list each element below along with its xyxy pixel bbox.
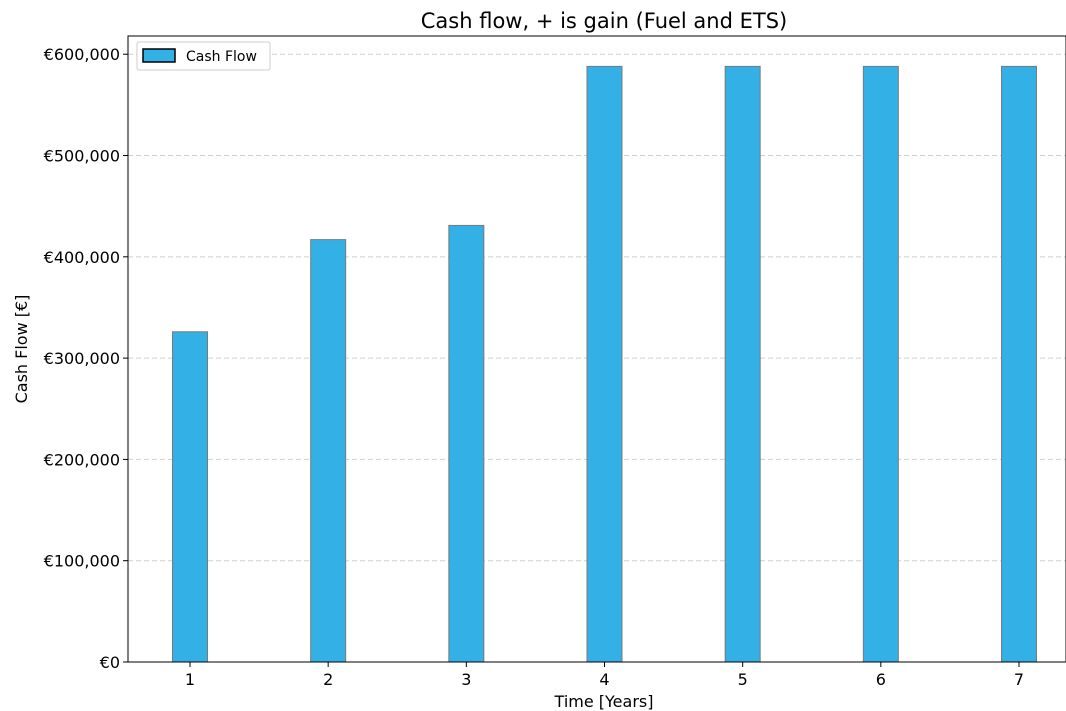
y-tick-label: €0 xyxy=(100,653,120,672)
x-tick-label: 4 xyxy=(599,670,609,689)
x-tick-label: 3 xyxy=(461,670,471,689)
y-tick-label: €200,000 xyxy=(44,450,120,469)
y-tick-label: €600,000 xyxy=(44,45,120,64)
x-tick-label: 7 xyxy=(1014,670,1024,689)
x-tick-label: 2 xyxy=(323,670,333,689)
legend-label: Cash Flow xyxy=(186,49,257,65)
y-tick-label: €400,000 xyxy=(44,248,120,267)
x-tick-label: 1 xyxy=(185,670,195,689)
y-axis-label: Cash Flow [€] xyxy=(12,295,31,404)
bar-year-3 xyxy=(448,224,485,663)
y-tick-label: €300,000 xyxy=(44,349,120,368)
bar-year-7 xyxy=(1001,65,1037,663)
plot-frame xyxy=(127,35,1066,663)
legend-swatch xyxy=(142,48,176,63)
y-tick-label: €100,000 xyxy=(44,552,120,571)
x-tick-label: 6 xyxy=(876,670,886,689)
x-axis-ticks: 1 2 3 4 5 6 7 xyxy=(185,662,1024,689)
chart-title: Cash flow, + is gain (Fuel and ETS) xyxy=(421,9,787,33)
y-axis-ticks: €0 €100,000 €200,000 €300,000 €400,000 €500,0… xyxy=(44,45,128,672)
bar-year-6 xyxy=(862,65,899,663)
bar-year-5 xyxy=(724,65,761,663)
bar-year-2 xyxy=(310,239,347,663)
x-axis-label: Time [Years] xyxy=(554,692,654,711)
bars xyxy=(172,65,1037,663)
x-tick-label: 5 xyxy=(738,670,748,689)
bar-year-4 xyxy=(586,65,623,663)
bar-year-1 xyxy=(172,331,208,663)
y-tick-label: €500,000 xyxy=(44,147,120,166)
legend: Cash Flow xyxy=(136,41,271,71)
